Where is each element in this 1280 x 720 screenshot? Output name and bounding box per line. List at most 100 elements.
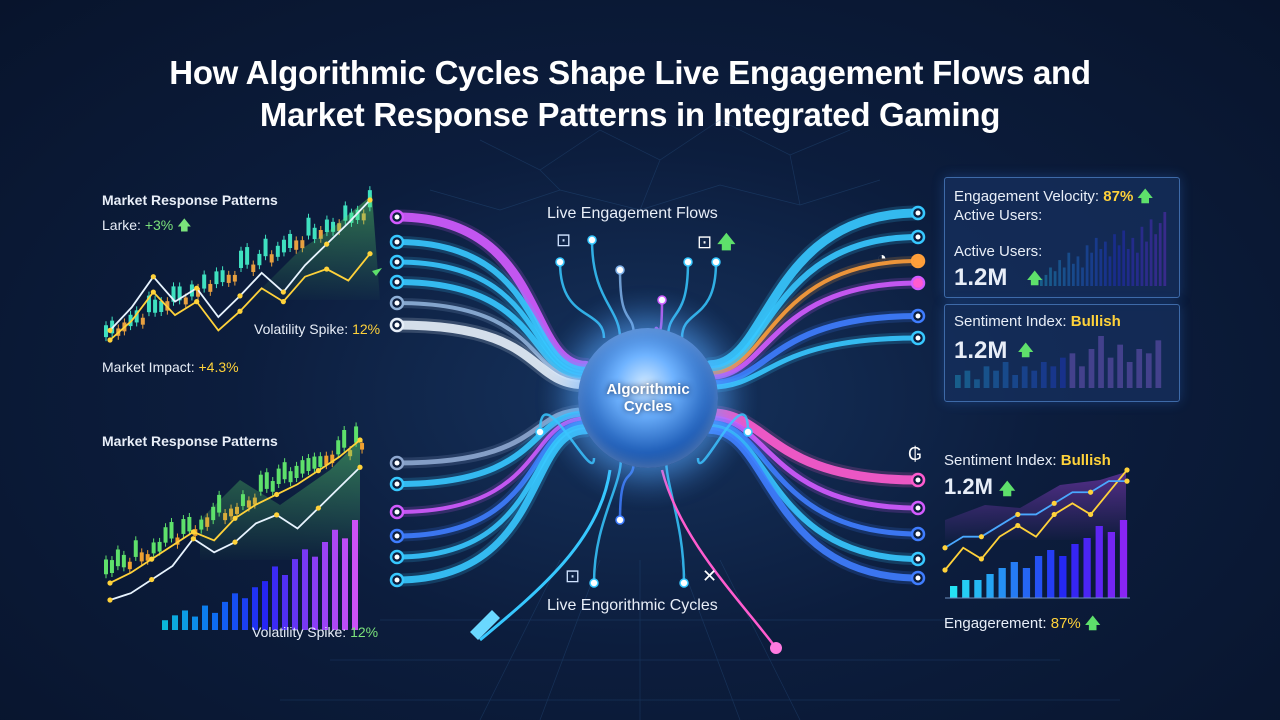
candlestick: [127, 561, 132, 570]
line-series-upper-point: [107, 580, 113, 586]
candlestick: [257, 253, 262, 266]
candlestick: [151, 542, 156, 554]
candlestick: [239, 250, 243, 268]
candlestick: [196, 287, 201, 297]
joystick-icon: ✕: [702, 566, 718, 586]
flow-endpoint-dot: [394, 533, 400, 539]
candlestick: [187, 516, 192, 532]
right-bottom-value-line: 1.2M 🡅: [944, 474, 1016, 505]
candlestick: [115, 549, 120, 567]
bar: [212, 612, 218, 630]
left-bottom-volatility: Volatility Spike: 12%: [252, 624, 378, 640]
left-bottom-title: Market Response Patterns: [102, 433, 278, 449]
candlestick: [133, 540, 138, 557]
sentiment-index-card: Sentiment Index: Bullish 1.2M 🡅: [944, 304, 1180, 402]
currency-icon: ₲: [908, 444, 923, 464]
engagement-velocity-value: 87%: [1103, 188, 1134, 205]
hub-label-line-1: Algorithmic: [606, 381, 690, 398]
bar: [272, 566, 278, 630]
candlestick: [294, 240, 299, 250]
line-series-upper-point: [107, 327, 113, 334]
line-series-lower-point: [367, 251, 373, 257]
bar: [292, 559, 298, 630]
flow-lines: [389, 205, 926, 654]
bar: [1095, 526, 1103, 598]
line-series-upper-point: [315, 468, 321, 474]
candlestick: [109, 560, 114, 573]
area-fill: [200, 440, 360, 560]
bar: [974, 580, 982, 598]
line-series-upper-point: [190, 529, 196, 535]
engagement-footer-label: Engagerement:: [944, 615, 1047, 632]
sentiment-index-label: Sentiment Index:: [954, 313, 1067, 330]
flow-endpoint-dot: [915, 234, 921, 240]
candlestick: [169, 522, 174, 539]
engagement-velocity-card: Engagement Velocity: 87% 🡅 Active Users:…: [944, 177, 1180, 298]
candlestick: [163, 527, 168, 543]
ticker-label: Larke:: [102, 217, 141, 233]
candlestick: [324, 219, 329, 233]
engagement-footer-up-arrow-icon: 🡅: [1084, 615, 1101, 632]
line-series-lower-point: [1051, 500, 1057, 506]
candlestick: [121, 554, 126, 568]
line-series-lower-point: [107, 337, 113, 343]
flow-line: [707, 234, 921, 373]
live-engagement-flows-label: Live Engagement Flows: [547, 205, 718, 222]
volatility-label: Volatility Spike:: [252, 624, 347, 640]
left-top-ticker: Larke: +3% 🡅: [102, 215, 192, 239]
line-series-lower-point: [280, 299, 286, 305]
candlestick: [245, 247, 250, 265]
candlestick: [269, 254, 274, 263]
bar: [262, 581, 268, 630]
flow-line-vertical: [680, 261, 718, 339]
candlestick: [336, 440, 341, 455]
candlestick: [281, 239, 286, 253]
engagement-velocity-label: Engagement Velocity:: [954, 188, 1100, 205]
line-series-upper-point: [1124, 467, 1130, 473]
flow-endpoint-dot: [915, 477, 921, 483]
flow-line: [392, 212, 591, 370]
flow-line-vertical: [664, 457, 686, 584]
line-series-lower-point: [237, 308, 243, 314]
flow-endpoint-node: [683, 257, 693, 267]
flow-endpoint-accent: [913, 278, 923, 288]
engagement-velocity-line: Engagement Velocity: 87% 🡅: [954, 186, 1153, 211]
line-series-upper-point: [942, 567, 948, 573]
flow-line: [395, 416, 588, 514]
flow-endpoint-dot: [394, 300, 400, 306]
flow-endpoint-dot: [394, 554, 400, 560]
flow-line: [707, 313, 921, 387]
bar: [986, 574, 994, 598]
right-bottom-sentiment: Sentiment Index: Bullish: [944, 452, 1111, 469]
volatility-label: Volatility Spike:: [254, 321, 349, 337]
bar: [222, 601, 228, 630]
line-series-lower-point: [315, 505, 321, 511]
flow-endpoint-node: [535, 427, 545, 437]
candlestick: [226, 274, 231, 283]
page-title: How Algorithmic Cycles Shape Live Engage…: [0, 52, 1260, 136]
right-bottom-value: 1.2M: [944, 474, 993, 499]
flow-line: [394, 407, 589, 466]
area-fill: [945, 472, 1126, 540]
flow-endpoint-dot: [394, 259, 400, 265]
bar: [1047, 550, 1055, 598]
volatility-value: 12%: [350, 624, 379, 640]
candlestick: [181, 519, 186, 534]
line-series-upper-point: [978, 556, 985, 562]
line-series-upper-point: [357, 437, 363, 443]
flow-endpoint-dot: [915, 505, 921, 511]
candlestick: [282, 462, 287, 480]
flow-endpoint-node: [615, 265, 625, 275]
line-series-lower-point: [1088, 489, 1094, 495]
candlestick: [270, 481, 275, 492]
bar: [242, 598, 248, 630]
flow-line: [394, 239, 589, 373]
flow-endpoint-dot: [394, 239, 400, 245]
line-series-upper-point: [150, 274, 156, 280]
bar: [162, 620, 168, 630]
flow-endpoint-node: [615, 515, 625, 525]
candlestick: [294, 465, 299, 478]
flow-line-vertical: [592, 457, 623, 584]
line-series-upper-point: [237, 293, 243, 299]
candlestick: [318, 229, 323, 239]
